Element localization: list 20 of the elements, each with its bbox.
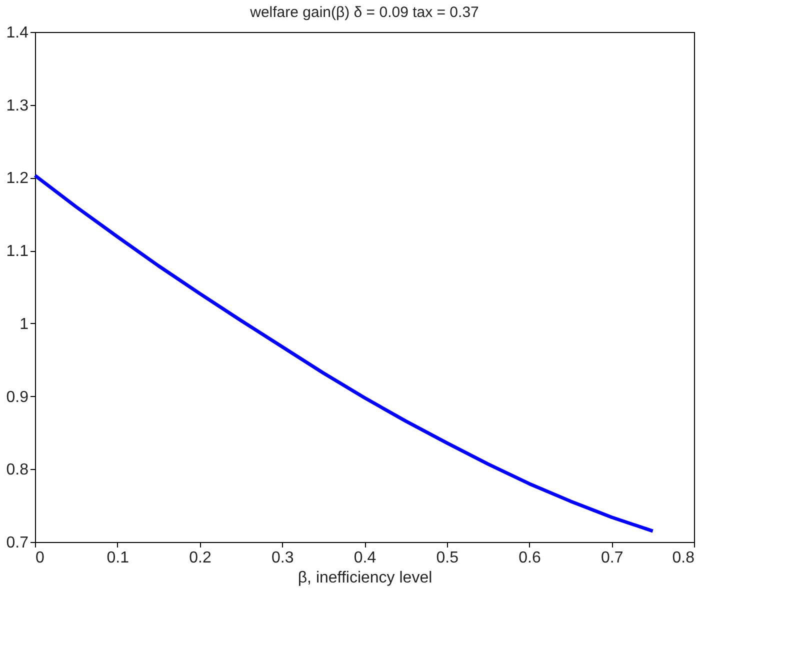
y-tick-label: 1.3 (6, 97, 29, 114)
chart-title: welfare gain(β) δ = 0.09 tax = 0.37 (249, 4, 479, 21)
y-tick-label: 1.4 (6, 24, 29, 42)
y-tick-label: 1.1 (6, 243, 29, 260)
x-axis-title: β, inefficiency level (298, 570, 432, 586)
x-tick-label: 0.1 (106, 550, 130, 566)
x-tick-label: 0.2 (189, 550, 212, 566)
x-tick-label: 0.3 (272, 550, 294, 566)
y-tick-label: 1.2 (6, 170, 29, 188)
x-tick-label: 0.5 (436, 550, 459, 566)
x-tick-label: 0.4 (354, 550, 376, 566)
y-tick-label: 0.9 (6, 388, 29, 406)
y-tick-label: 0.8 (6, 462, 29, 479)
x-tick-label: 0.8 (672, 550, 695, 566)
x-tick-label: 0.7 (601, 550, 624, 566)
y-tick-label: 1 (20, 316, 29, 333)
y-tick-label: 0.7 (6, 534, 29, 552)
x-tick-label: 0.6 (518, 550, 541, 566)
line-series (33, 174, 655, 533)
x-tick-label: 0 (36, 550, 44, 566)
